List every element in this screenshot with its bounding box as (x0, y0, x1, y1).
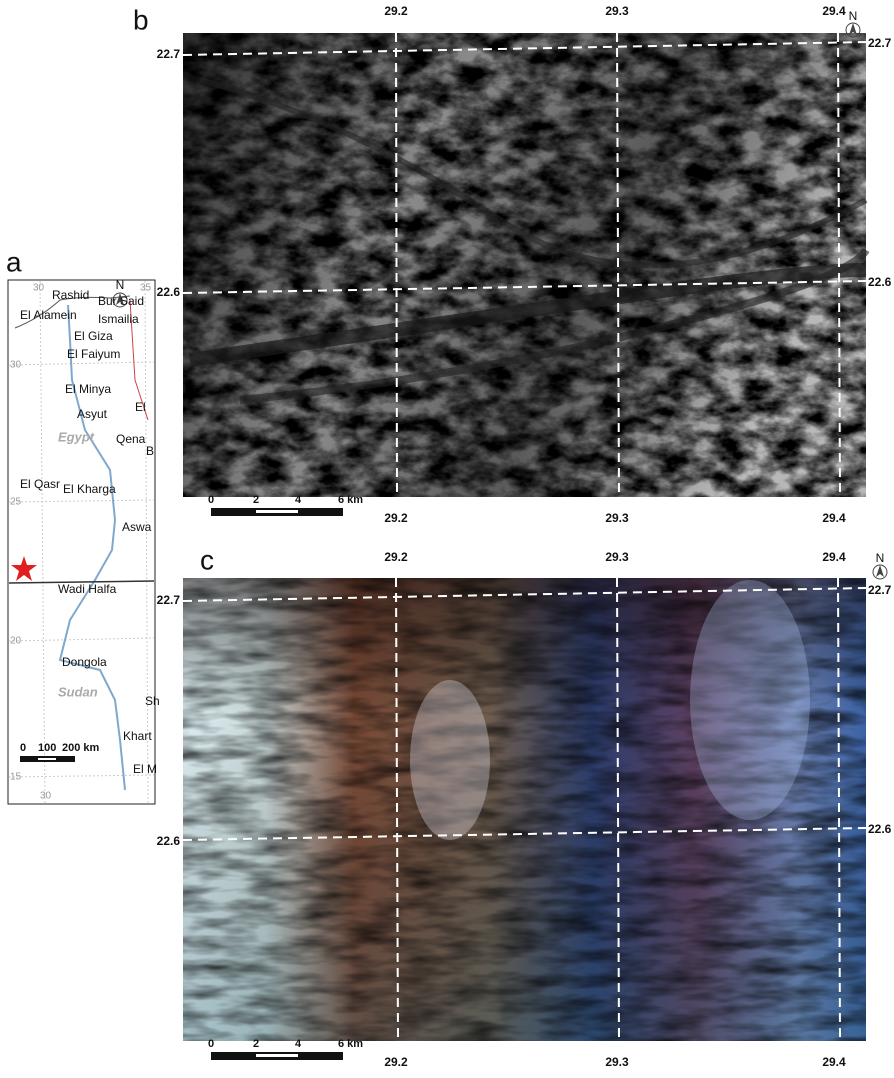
lon-tick-label: 29.4 (822, 550, 846, 564)
place-label: El (135, 400, 146, 414)
place-label: Dongola (62, 655, 107, 669)
satellite-image-b (183, 33, 866, 497)
scale-label: 0 (208, 494, 214, 506)
lon-tick-label: 29.3 (605, 511, 629, 525)
place-label: Wadi Halfa (58, 582, 117, 596)
scale-label: 2 (253, 1038, 259, 1050)
satellite-image-c (183, 578, 866, 1041)
place-label: Ismailia (98, 312, 139, 326)
north-label: N (876, 551, 885, 565)
lat-tick-label: 22.7 (157, 47, 181, 61)
place-label: El Kharga (63, 482, 116, 496)
country-label: Egypt (58, 429, 95, 444)
lon-tick-label: 29.4 (822, 1055, 846, 1069)
map-coord: 30 (33, 283, 45, 294)
scale-label: 0 (20, 742, 26, 754)
map-coord: 30 (40, 791, 52, 802)
lat-tick-label: 22.6 (868, 822, 892, 836)
scale-label: 200 km (62, 742, 100, 754)
panel-label: b (133, 4, 149, 35)
place-label: Khart (123, 729, 152, 743)
lon-tick-label: 29.2 (384, 550, 408, 564)
map-coord: 20 (10, 636, 22, 647)
place-label: Aswa (122, 520, 152, 534)
lon-tick-label: 29.2 (384, 511, 408, 525)
lat-tick-label: 22.6 (868, 275, 892, 289)
place-label: B (146, 444, 154, 458)
place-label: El M (133, 762, 157, 776)
scale-bar-segment (256, 510, 298, 513)
place-label: Asyut (77, 407, 108, 421)
scale-label: 6 km (338, 494, 363, 506)
place-label: El Qasr (20, 477, 60, 491)
place-label: El Alamein (20, 308, 77, 322)
lon-tick-label: 29.4 (822, 511, 846, 525)
lat-tick-label: 22.7 (868, 583, 892, 597)
scale-label: 6 km (338, 1038, 363, 1050)
country-label: Sudan (58, 684, 98, 699)
lon-tick-label: 29.3 (605, 4, 629, 18)
map-coord: 15 (10, 772, 22, 783)
panel-label: a (6, 246, 22, 277)
place-label: Bur Said (98, 294, 144, 308)
north-label: N (116, 278, 125, 292)
lon-tick-label: 29.3 (605, 550, 629, 564)
scale-label: 100 (38, 742, 56, 754)
lat-tick-label: 22.6 (157, 285, 181, 299)
place-label: Rashid (52, 288, 89, 302)
scale-label: 2 (253, 494, 259, 506)
north-arrow (873, 565, 887, 579)
place-label: El Giza (74, 329, 113, 343)
map-coord: 25 (10, 497, 22, 508)
place-label: Sh (145, 694, 160, 708)
lon-tick-label: 29.2 (384, 1055, 408, 1069)
map-coord: 35 (140, 283, 152, 294)
lat-tick-label: 22.6 (157, 834, 181, 848)
lat-tick-label: 22.7 (868, 36, 892, 50)
place-label: El Minya (65, 382, 111, 396)
place-label: Qena (116, 432, 146, 446)
place-label: El Faiyum (67, 347, 120, 361)
north-label: N (849, 9, 858, 23)
scale-label: 4 (295, 494, 302, 506)
scale-bar-segment (256, 1054, 298, 1057)
panel-label: c (200, 544, 214, 575)
lon-tick-label: 29.3 (605, 1055, 629, 1069)
scale-label: 0 (208, 1038, 214, 1050)
figure: a N 30 35 30 25 20 15 30 RashidBur SaidE… (0, 0, 894, 1073)
scale-label: 4 (295, 1038, 302, 1050)
lon-tick-label: 29.4 (822, 4, 846, 18)
map-coord: 30 (10, 360, 22, 371)
lat-tick-label: 22.7 (157, 593, 181, 607)
lon-tick-label: 29.2 (384, 4, 408, 18)
